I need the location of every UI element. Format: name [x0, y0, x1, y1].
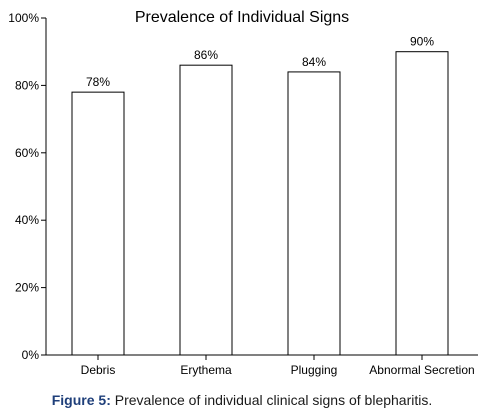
bars: [71, 51, 449, 356]
bar-plugging: [287, 71, 341, 356]
bar-abnormal-secretion: [395, 51, 449, 356]
bar-erythema: [179, 64, 233, 356]
x-axis: Debris Erythema Plugging Abnormal Secretion: [46, 354, 478, 377]
figure-caption-text: Prevalence of individual clinical signs …: [110, 392, 433, 408]
figure-caption: Figure 5: Prevalence of individual clini…: [0, 392, 484, 408]
x-tick-label: Debris: [81, 363, 116, 377]
x-tick-label: Plugging: [291, 363, 338, 377]
bar-debris: [71, 91, 125, 356]
x-tick-label: Erythema: [180, 363, 232, 377]
figure-caption-label: Figure 5:: [51, 392, 111, 408]
y-axis: 0% 20% 40% 60% 80% 100%: [8, 11, 47, 362]
x-tick-label: Abnormal Secretion: [369, 363, 474, 377]
y-tick-label: 60%: [15, 146, 39, 160]
y-tick-label: 40%: [15, 213, 39, 227]
bar-value-label: 84%: [302, 55, 326, 69]
bar-chart: Prevalence of Individual Signs 0% 20% 40% 6…: [8, 9, 478, 377]
y-tick-label: 20%: [15, 281, 39, 295]
bar-value-label: 90%: [410, 35, 434, 49]
y-tick-label: 80%: [15, 78, 39, 92]
bar-value-label: 78%: [86, 75, 110, 89]
y-tick-label: 100%: [8, 11, 39, 25]
bar-value-label: 86%: [194, 48, 218, 62]
chart-title: Prevalence of Individual Signs: [135, 9, 349, 26]
y-tick-label: 0%: [22, 348, 40, 362]
value-labels: 78% 86% 84% 90%: [86, 35, 434, 89]
